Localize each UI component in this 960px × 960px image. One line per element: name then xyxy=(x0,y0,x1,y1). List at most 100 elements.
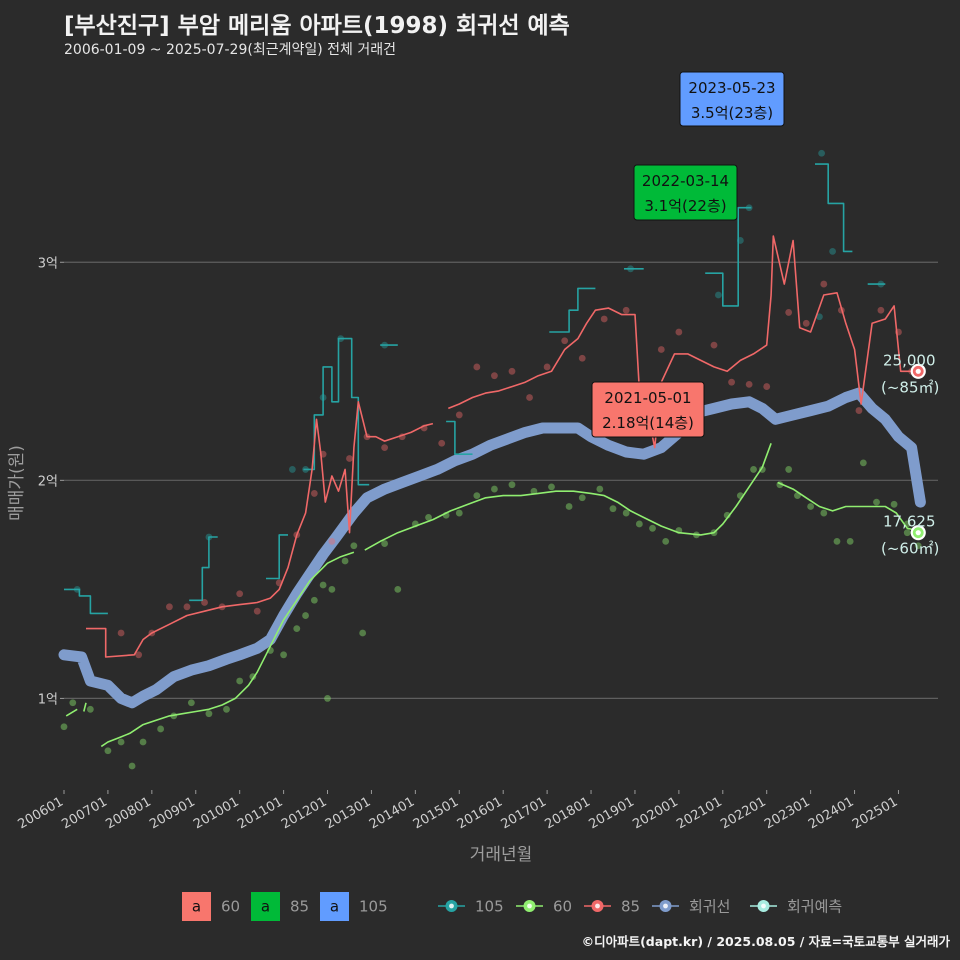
data-point xyxy=(745,380,753,388)
callout-price: 2.18억(14층) xyxy=(602,414,694,432)
data-point xyxy=(223,705,230,713)
data-point xyxy=(346,455,353,462)
data-point xyxy=(914,542,922,550)
data-point xyxy=(201,599,208,606)
legend-label: 85 xyxy=(621,898,640,916)
data-point xyxy=(548,483,555,491)
legend-marker-core xyxy=(595,903,600,909)
data-point xyxy=(818,149,826,157)
data-point xyxy=(785,466,793,473)
series-line xyxy=(86,235,916,658)
x-tick-label: 201501 xyxy=(411,794,461,832)
data-point xyxy=(543,363,551,371)
x-tick-label: 201601 xyxy=(455,794,505,832)
data-point xyxy=(236,590,244,598)
end-marker-core xyxy=(915,530,921,536)
data-point xyxy=(710,341,718,349)
legend-marker-core xyxy=(449,903,454,909)
data-point xyxy=(565,503,573,510)
end-label-area: (~85㎡) xyxy=(881,378,939,396)
x-tick-label: 202301 xyxy=(762,794,812,832)
data-point xyxy=(288,466,296,473)
data-point xyxy=(280,651,287,659)
data-point xyxy=(324,695,331,702)
page-subtitle: 2006-01-09 ~ 2025-07-29(최근계약일) 전체 거래건 xyxy=(64,42,396,58)
data-point xyxy=(328,537,336,545)
data-point xyxy=(117,738,125,746)
x-tick-label: 201401 xyxy=(367,794,417,832)
data-point xyxy=(187,699,195,707)
series-60 xyxy=(60,443,922,770)
data-point xyxy=(473,492,481,500)
data-point xyxy=(319,581,327,589)
data-point xyxy=(807,503,815,510)
x-tick-label: 200601 xyxy=(16,794,66,832)
end-marker-core xyxy=(915,368,921,374)
data-point xyxy=(662,537,670,545)
data-point xyxy=(166,603,173,611)
x-tick-label: 201001 xyxy=(191,794,241,832)
x-tick-label: 202201 xyxy=(718,794,768,832)
page-title: [부산진구] 부암 메리움 아파트(1998) 회귀선 예측 xyxy=(64,13,570,39)
callout-date: 2023-05-23 xyxy=(688,79,775,97)
x-tick-label: 200901 xyxy=(147,794,197,832)
regression-line xyxy=(58,387,926,709)
series-line xyxy=(65,443,919,748)
series-85 xyxy=(86,235,916,659)
x-tick-label: 202401 xyxy=(806,794,856,832)
data-point xyxy=(578,354,586,362)
legend-label: 60 xyxy=(553,898,572,916)
x-tick-label: 202501 xyxy=(850,794,900,832)
data-point xyxy=(128,762,136,770)
series-105 xyxy=(64,149,886,615)
data-point xyxy=(236,677,244,685)
data-point xyxy=(903,529,911,537)
legend-marker-core xyxy=(761,903,766,909)
x-tick-label: 201201 xyxy=(279,794,329,832)
callout-price: 3.5억(23층) xyxy=(691,104,773,122)
legend-label: 105 xyxy=(359,898,388,916)
series-line xyxy=(64,163,886,615)
x-tick-label: 201101 xyxy=(235,794,285,832)
callout-box xyxy=(591,381,705,438)
data-point xyxy=(60,723,68,731)
data-point xyxy=(561,337,569,345)
y-axis-title: 매매가(원) xyxy=(7,445,27,521)
data-point xyxy=(609,505,617,513)
callout-box xyxy=(633,164,738,221)
data-point xyxy=(802,319,810,327)
callout-date: 2022-03-14 xyxy=(642,172,729,190)
data-point xyxy=(139,738,147,746)
data-point xyxy=(425,514,432,521)
x-tick-label: 201701 xyxy=(499,794,549,832)
x-tick-label: 202001 xyxy=(630,794,680,832)
data-point xyxy=(328,585,336,593)
data-point xyxy=(86,705,94,713)
x-axis-title: 거래년월 xyxy=(470,845,533,865)
data-point xyxy=(359,629,367,637)
data-point xyxy=(816,313,823,321)
legend-key xyxy=(320,892,349,921)
data-point xyxy=(491,485,498,493)
data-point xyxy=(596,485,604,493)
data-point xyxy=(859,459,867,467)
legend-key xyxy=(251,892,280,921)
data-point xyxy=(508,367,516,375)
data-point xyxy=(438,439,446,447)
data-point xyxy=(473,363,481,371)
legend-marker-core xyxy=(663,903,668,909)
legend: a 60 a 85 a 105 105 60 85 회귀선 회귀예측 xyxy=(182,892,842,921)
end-label-value: 17,625 xyxy=(883,513,936,531)
y-tick-label: 2억 xyxy=(38,474,58,489)
data-point xyxy=(877,306,885,314)
data-point xyxy=(455,509,463,517)
data-point xyxy=(820,509,828,517)
data-point xyxy=(622,509,630,517)
x-tick-label: 201301 xyxy=(323,794,373,832)
y-tick-label: 1억 xyxy=(38,692,58,707)
data-point xyxy=(829,247,836,255)
data-point xyxy=(600,315,608,323)
x-tick-label: 201901 xyxy=(586,794,636,832)
data-point xyxy=(622,306,630,314)
